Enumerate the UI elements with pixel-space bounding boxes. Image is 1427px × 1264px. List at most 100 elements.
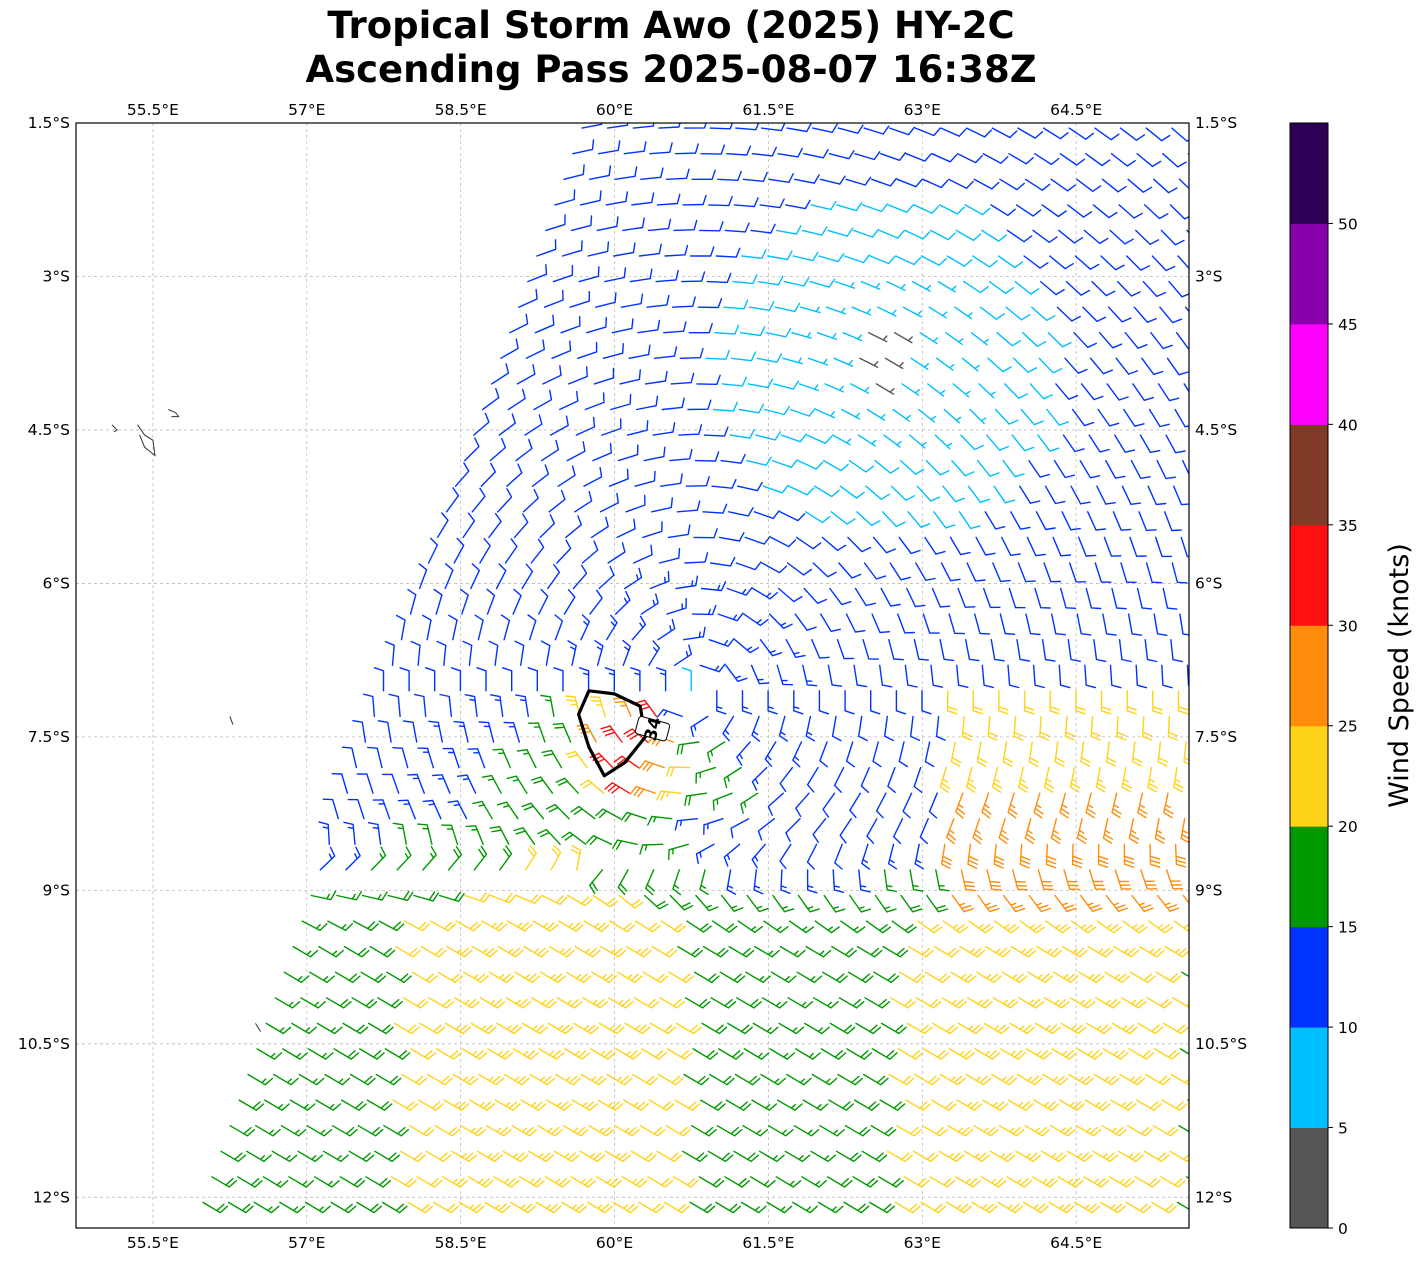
wind-barb	[322, 1150, 349, 1163]
wind-barb	[599, 492, 619, 513]
wind-barb	[1180, 818, 1189, 844]
wind-barb	[880, 1022, 907, 1035]
wind-barb	[814, 920, 840, 934]
wind-barb	[1071, 408, 1095, 427]
wind-barb	[858, 869, 871, 893]
wind-barb	[915, 997, 942, 1009]
wind-barb	[640, 167, 664, 180]
wind-barb	[1005, 306, 1031, 321]
wind-barb	[935, 715, 946, 741]
wind-barb	[464, 437, 480, 462]
wind-barb	[938, 204, 965, 215]
wind-barb	[708, 196, 733, 207]
wind-barb	[719, 532, 745, 542]
wind-barb	[407, 773, 425, 794]
wind-barb	[658, 123, 681, 129]
wind-barb	[664, 244, 689, 257]
wind-barb	[802, 1099, 829, 1111]
wind-barb	[1042, 127, 1069, 140]
wind-barb	[307, 1048, 334, 1060]
wind-barb	[860, 1227, 863, 1228]
wind-barb	[640, 593, 659, 615]
wind-barb	[909, 869, 924, 892]
wind-barb	[588, 165, 612, 180]
wind-barb	[869, 255, 896, 265]
wind-barb	[1000, 1048, 1026, 1060]
wind-barb	[512, 1048, 539, 1060]
wind-barb	[505, 997, 532, 1009]
wind-barb	[687, 399, 712, 411]
wind-barb	[515, 694, 529, 718]
wind-barb	[1142, 280, 1167, 298]
wind-barb	[638, 1201, 664, 1214]
wind-barb	[974, 1048, 1001, 1060]
wind-barb	[600, 725, 623, 743]
wind-barb	[890, 997, 916, 1009]
wind-barb	[1107, 306, 1132, 323]
wind-barb	[699, 663, 726, 673]
wind-barb	[634, 470, 656, 487]
wind-barb	[1132, 383, 1155, 401]
wind-barb	[820, 1048, 847, 1060]
wind-barb	[1161, 1099, 1188, 1111]
wind-barb	[558, 390, 579, 411]
wind-barb	[616, 518, 636, 539]
wind-barb	[852, 1176, 879, 1188]
wind-barb	[870, 1125, 897, 1137]
wind-barb	[395, 614, 406, 641]
wind-barb	[476, 667, 487, 692]
lat-tick-label-right: 12°S	[1195, 1188, 1232, 1206]
wind-barb	[595, 808, 622, 820]
wind-barb	[719, 971, 746, 984]
colorbar: 0 5 10 15 20 25 30 35 40 45 50 Wind Speed (knots)	[1289, 122, 1415, 1238]
wind-barb	[619, 369, 641, 385]
lon-tick-label-top: 55.5°E	[127, 101, 179, 119]
wind-barb	[392, 747, 409, 769]
wind-barb	[1173, 485, 1189, 506]
wind-barb	[901, 383, 920, 396]
wind-barb	[1003, 894, 1026, 913]
wind-barb	[1152, 1125, 1179, 1137]
wind-barb	[1034, 587, 1051, 609]
wind-barb	[555, 777, 579, 794]
wind-barb	[839, 485, 865, 499]
wind-barb	[942, 920, 968, 934]
wind-barb	[742, 1125, 769, 1137]
wind-barb	[870, 690, 881, 715]
chart-title: Tropical Storm Awo (2025) HY-2C Ascendin…	[0, 4, 1342, 92]
wind-barb	[819, 741, 828, 768]
wind-barb	[653, 346, 678, 359]
wind-barb	[579, 779, 605, 794]
wind-barb	[1022, 1201, 1049, 1214]
wind-barb	[629, 1227, 632, 1228]
wind-barb	[729, 428, 755, 439]
wind-barb	[538, 1048, 565, 1060]
wind-barb	[679, 347, 704, 359]
wind-barb	[735, 123, 760, 131]
wind-barb	[1130, 459, 1151, 479]
wind-barb	[600, 945, 627, 958]
wind-barb	[721, 376, 747, 387]
wind-barb	[1169, 1150, 1189, 1163]
wind-barb	[1137, 792, 1148, 819]
wind-barb	[586, 317, 607, 334]
wind-barb	[998, 818, 1009, 845]
wind-barb	[698, 1176, 725, 1188]
wind-barb	[548, 489, 566, 513]
wind-barb	[507, 388, 526, 411]
wind-barb	[539, 514, 556, 539]
wind-barb	[861, 843, 871, 870]
wind-barb	[1153, 178, 1178, 194]
wind-barb	[1106, 383, 1129, 401]
wind-barb	[836, 639, 855, 660]
wind-barb	[506, 463, 523, 487]
wind-barb	[1051, 1048, 1078, 1060]
wind-barb	[614, 1125, 640, 1137]
wind-barb	[437, 971, 464, 984]
wind-barb	[289, 1099, 316, 1111]
contour-label-box	[634, 716, 671, 742]
wind-barb	[399, 667, 410, 692]
wind-barb	[347, 1227, 350, 1228]
wind-barb	[710, 997, 737, 1009]
wind-barb	[1110, 153, 1136, 167]
